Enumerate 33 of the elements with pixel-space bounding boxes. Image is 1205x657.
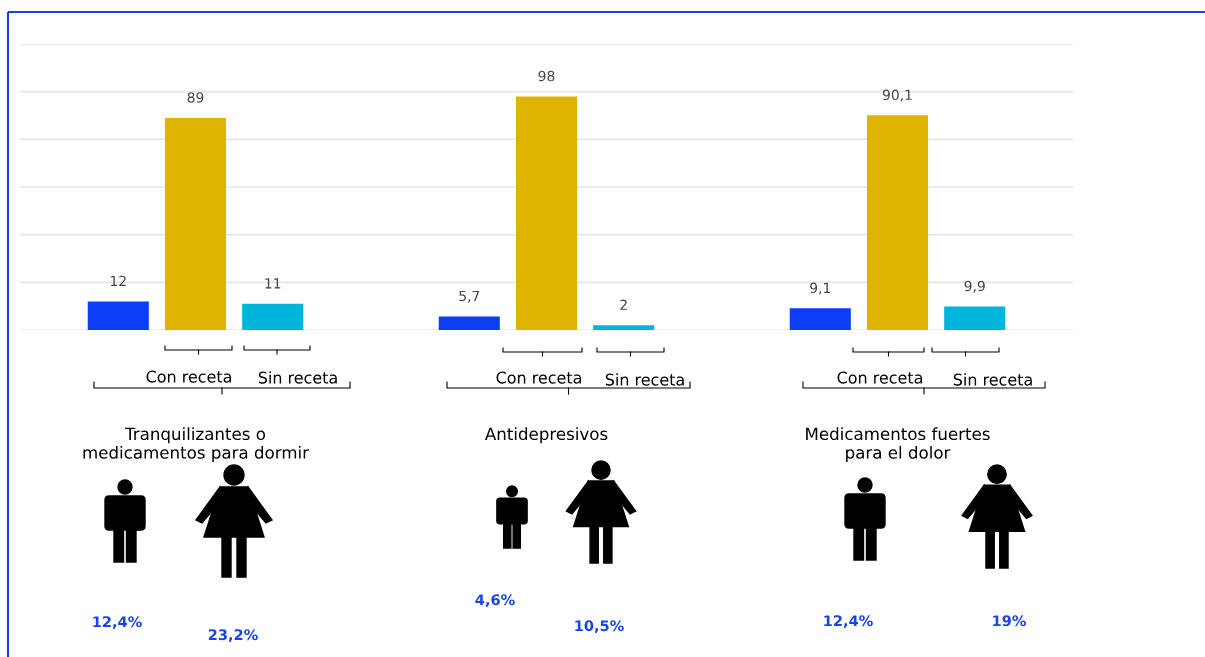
data-label: 98 bbox=[538, 70, 555, 82]
data-label: 11 bbox=[265, 278, 281, 289]
text: Sin receta bbox=[605, 373, 684, 386]
bar bbox=[944, 306, 1006, 330]
text: Sin receta bbox=[953, 373, 1032, 386]
bar bbox=[242, 303, 304, 330]
bar bbox=[438, 316, 500, 330]
bar bbox=[789, 308, 851, 330]
data-label: 9,9 bbox=[964, 280, 985, 293]
text: 23,2% bbox=[208, 629, 258, 643]
data-label: 2 bbox=[620, 299, 627, 310]
x-tick-label: Antidepresivos bbox=[484, 427, 608, 444]
text: 12,4% bbox=[93, 616, 142, 630]
text: Sin receta bbox=[258, 371, 337, 384]
text: 19% bbox=[993, 615, 1026, 627]
bar bbox=[164, 117, 227, 330]
bar bbox=[87, 301, 149, 330]
data-label: 90,1 bbox=[882, 89, 912, 102]
data-label: 9,1 bbox=[810, 282, 831, 295]
data-label: 5,7 bbox=[459, 290, 480, 303]
text: Con receta bbox=[496, 371, 581, 384]
bar bbox=[593, 325, 655, 330]
data-label: 89 bbox=[187, 92, 204, 103]
bar bbox=[866, 115, 929, 330]
data-label: 12 bbox=[110, 275, 126, 287]
x-tick-label: Medicamentos fuertes para el dolor bbox=[806, 427, 990, 463]
bar bbox=[515, 96, 578, 330]
text: Con receta bbox=[837, 371, 922, 384]
x-tick-label: Tranquilizantes o medicamentos para dormir bbox=[83, 427, 310, 463]
text: 4,6% bbox=[475, 594, 515, 608]
text: Con receta bbox=[146, 370, 231, 383]
text: 10,5% bbox=[575, 620, 624, 634]
text: 12,4% bbox=[824, 615, 873, 629]
